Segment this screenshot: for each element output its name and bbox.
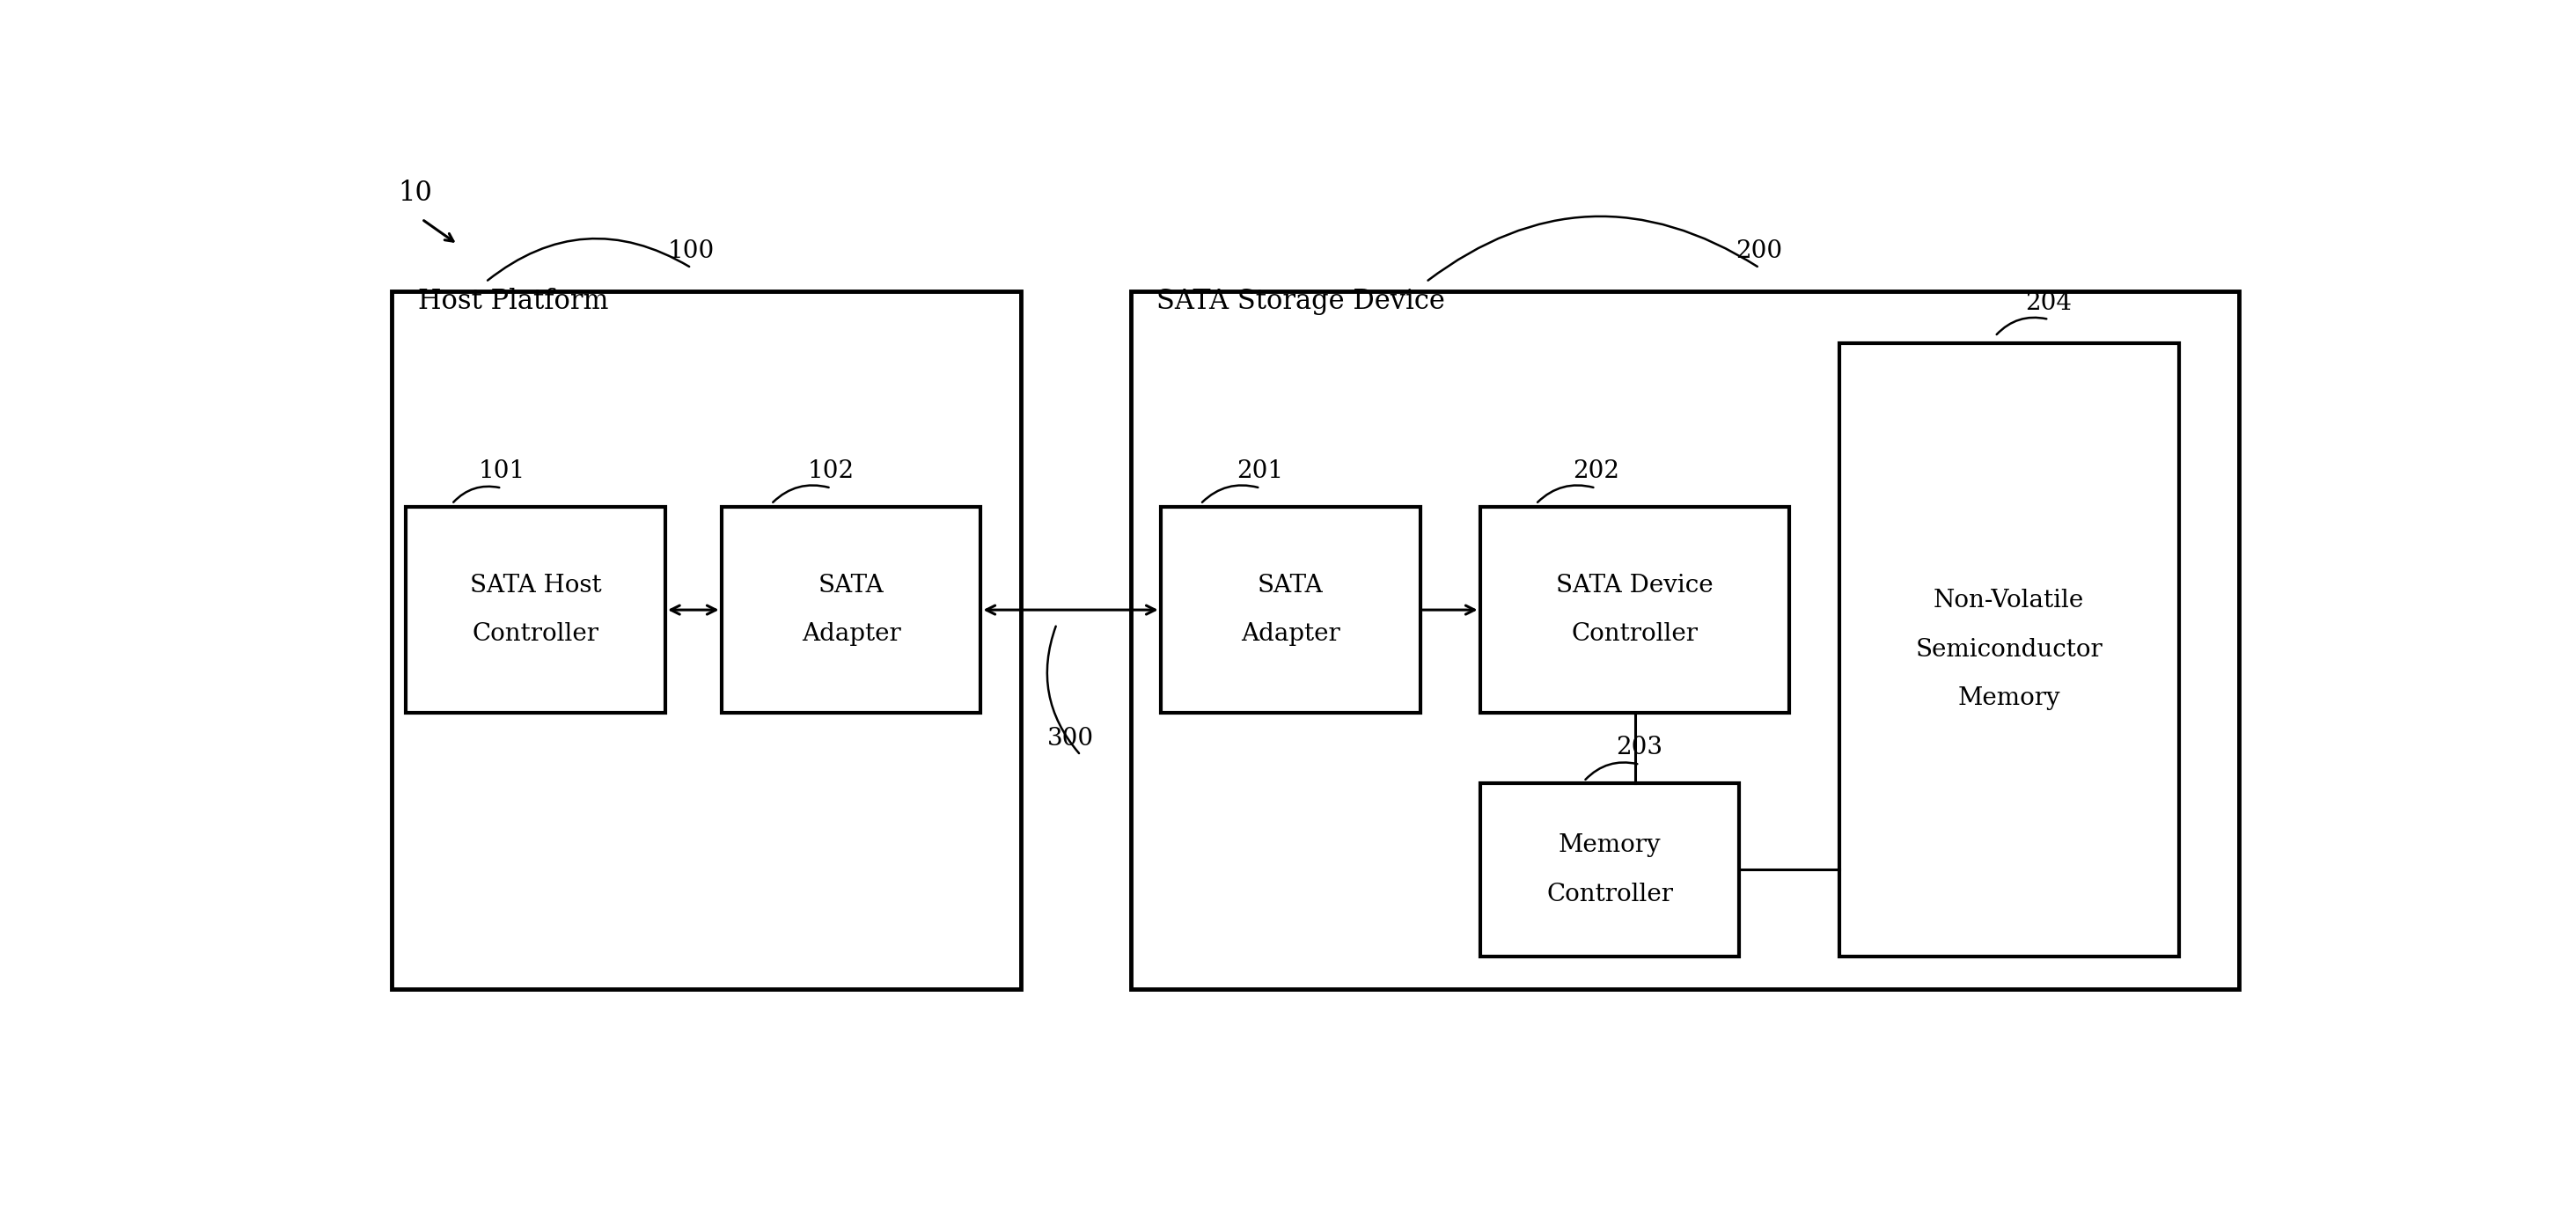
Text: Memory: Memory (1958, 686, 2061, 711)
Text: SATA Storage Device: SATA Storage Device (1157, 287, 1445, 315)
Text: 101: 101 (479, 460, 526, 483)
Text: 300: 300 (1048, 727, 1095, 751)
Bar (1479, 784, 1739, 957)
Bar (721, 506, 981, 713)
Bar (392, 291, 1020, 989)
Text: 201: 201 (1236, 460, 1283, 483)
Bar (1479, 506, 1790, 713)
Text: 203: 203 (1615, 736, 1664, 759)
Text: SATA: SATA (1257, 573, 1324, 598)
Bar (1131, 291, 2239, 989)
Text: SATA Host: SATA Host (469, 573, 600, 598)
Text: Non-Volatile: Non-Volatile (1935, 589, 2084, 613)
Text: 102: 102 (809, 460, 855, 483)
Bar (1159, 506, 1419, 713)
Text: 10: 10 (397, 180, 433, 207)
Text: Controller: Controller (1546, 882, 1672, 907)
Text: 100: 100 (667, 240, 714, 263)
Text: 202: 202 (1571, 460, 1620, 483)
Text: Adapter: Adapter (1242, 622, 1340, 646)
Text: 204: 204 (2025, 291, 2071, 315)
Bar (407, 506, 665, 713)
Text: 200: 200 (1736, 240, 1783, 263)
Text: Semiconductor: Semiconductor (1917, 638, 2102, 662)
Text: Controller: Controller (1571, 622, 1698, 646)
Text: Memory: Memory (1558, 834, 1662, 858)
Text: Host Platform: Host Platform (417, 287, 608, 315)
Bar (1839, 343, 2179, 957)
Text: SATA: SATA (819, 573, 884, 598)
Text: Controller: Controller (471, 622, 600, 646)
Text: SATA Device: SATA Device (1556, 573, 1713, 598)
Text: Adapter: Adapter (801, 622, 902, 646)
